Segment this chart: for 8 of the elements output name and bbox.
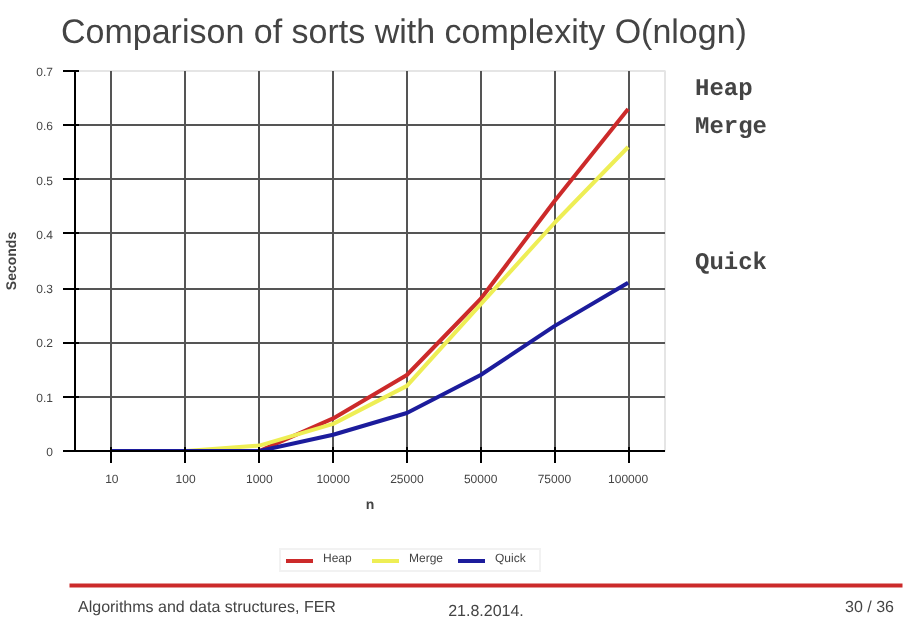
text: Algorithms and data structures, FER <box>78 598 337 617</box>
text: 21.8.2014. <box>448 602 524 621</box>
text: 30 / 36 <box>845 598 896 617</box>
text: Merge <box>695 113 768 141</box>
text: Heap <box>695 75 753 103</box>
line-series <box>109 280 631 451</box>
text: Quick <box>695 248 768 277</box>
chart-title: Comparison of sorts with complexity O(nlogn) <box>61 13 747 51</box>
